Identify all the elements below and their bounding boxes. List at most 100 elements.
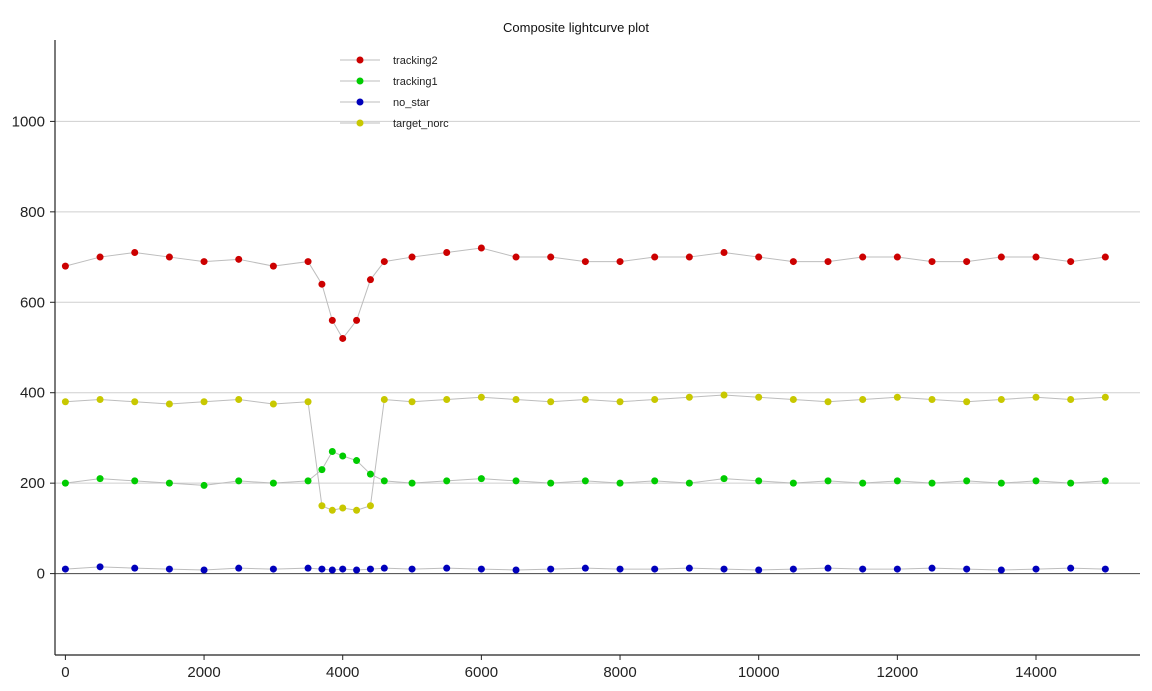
data-point — [928, 258, 936, 266]
data-point — [1101, 477, 1109, 485]
data-point — [859, 565, 867, 573]
data-point — [165, 565, 173, 573]
data-point — [96, 563, 104, 571]
data-point — [353, 506, 361, 514]
data-point — [859, 253, 867, 261]
data-point — [755, 477, 763, 485]
data-point — [928, 564, 936, 572]
data-point — [1101, 565, 1109, 573]
data-point — [408, 565, 416, 573]
data-point — [685, 393, 693, 401]
data-point — [339, 334, 347, 342]
data-point — [366, 502, 374, 510]
series-target_norc — [61, 391, 1109, 514]
data-point — [269, 400, 277, 408]
data-point — [61, 565, 69, 573]
x-tick-label: 0 — [61, 664, 69, 681]
data-point — [893, 393, 901, 401]
legend-marker — [356, 98, 364, 106]
data-point — [408, 398, 416, 406]
legend-item: no_star — [340, 97, 430, 109]
data-point — [477, 475, 485, 483]
data-point — [651, 253, 659, 261]
data-point — [547, 398, 555, 406]
data-point — [380, 564, 388, 572]
data-point — [997, 566, 1005, 574]
data-point — [61, 262, 69, 270]
data-point — [512, 253, 520, 261]
data-point — [96, 396, 104, 404]
data-point — [581, 258, 589, 266]
data-point — [1032, 477, 1040, 485]
data-point — [61, 398, 69, 406]
data-point — [1101, 393, 1109, 401]
series-tracking1 — [61, 448, 1109, 489]
data-point — [380, 258, 388, 266]
data-point — [512, 566, 520, 574]
data-point — [328, 316, 336, 324]
data-point — [581, 396, 589, 404]
y-tick-label: 1000 — [12, 113, 45, 130]
x-tick-label: 8000 — [603, 664, 636, 681]
data-point — [720, 475, 728, 483]
data-point — [353, 316, 361, 324]
data-point — [353, 457, 361, 465]
data-point — [339, 452, 347, 460]
legend-item: tracking2 — [340, 55, 438, 67]
data-point — [547, 565, 555, 573]
data-point — [997, 479, 1005, 487]
data-point — [581, 564, 589, 572]
data-point — [269, 565, 277, 573]
legend-marker — [356, 119, 364, 127]
data-point — [1067, 479, 1075, 487]
legend-label: target_norc — [393, 118, 449, 130]
data-point — [328, 448, 336, 456]
data-point — [380, 396, 388, 404]
data-point — [304, 477, 312, 485]
data-point — [131, 249, 139, 257]
data-point — [651, 565, 659, 573]
data-point — [512, 396, 520, 404]
data-point — [366, 276, 374, 284]
data-point — [477, 393, 485, 401]
data-point — [1067, 564, 1075, 572]
data-point — [235, 477, 243, 485]
data-point — [328, 506, 336, 514]
data-point — [200, 398, 208, 406]
data-point — [859, 479, 867, 487]
data-point — [616, 258, 624, 266]
data-point — [651, 477, 659, 485]
data-point — [755, 566, 763, 574]
data-point — [96, 475, 104, 483]
data-point — [318, 565, 326, 573]
data-point — [1067, 396, 1075, 404]
data-point — [997, 253, 1005, 261]
series-no_star — [61, 563, 1109, 574]
x-tick-label: 4000 — [326, 664, 359, 681]
data-point — [685, 253, 693, 261]
data-point — [547, 253, 555, 261]
data-point — [443, 249, 451, 257]
legend-label: no_star — [393, 97, 430, 109]
data-point — [1032, 393, 1040, 401]
data-point — [685, 479, 693, 487]
data-point — [928, 479, 936, 487]
data-point — [824, 398, 832, 406]
data-point — [651, 396, 659, 404]
data-point — [408, 253, 416, 261]
legend-item: target_norc — [340, 118, 449, 130]
data-point — [304, 564, 312, 572]
data-point — [824, 258, 832, 266]
legend-label: tracking2 — [393, 55, 438, 67]
data-point — [789, 565, 797, 573]
data-point — [963, 477, 971, 485]
data-point — [353, 566, 361, 574]
data-point — [165, 400, 173, 408]
x-tick-label: 6000 — [465, 664, 498, 681]
data-point — [380, 477, 388, 485]
data-point — [200, 258, 208, 266]
y-tick-label: 400 — [20, 385, 45, 402]
y-tick-label: 600 — [20, 294, 45, 311]
